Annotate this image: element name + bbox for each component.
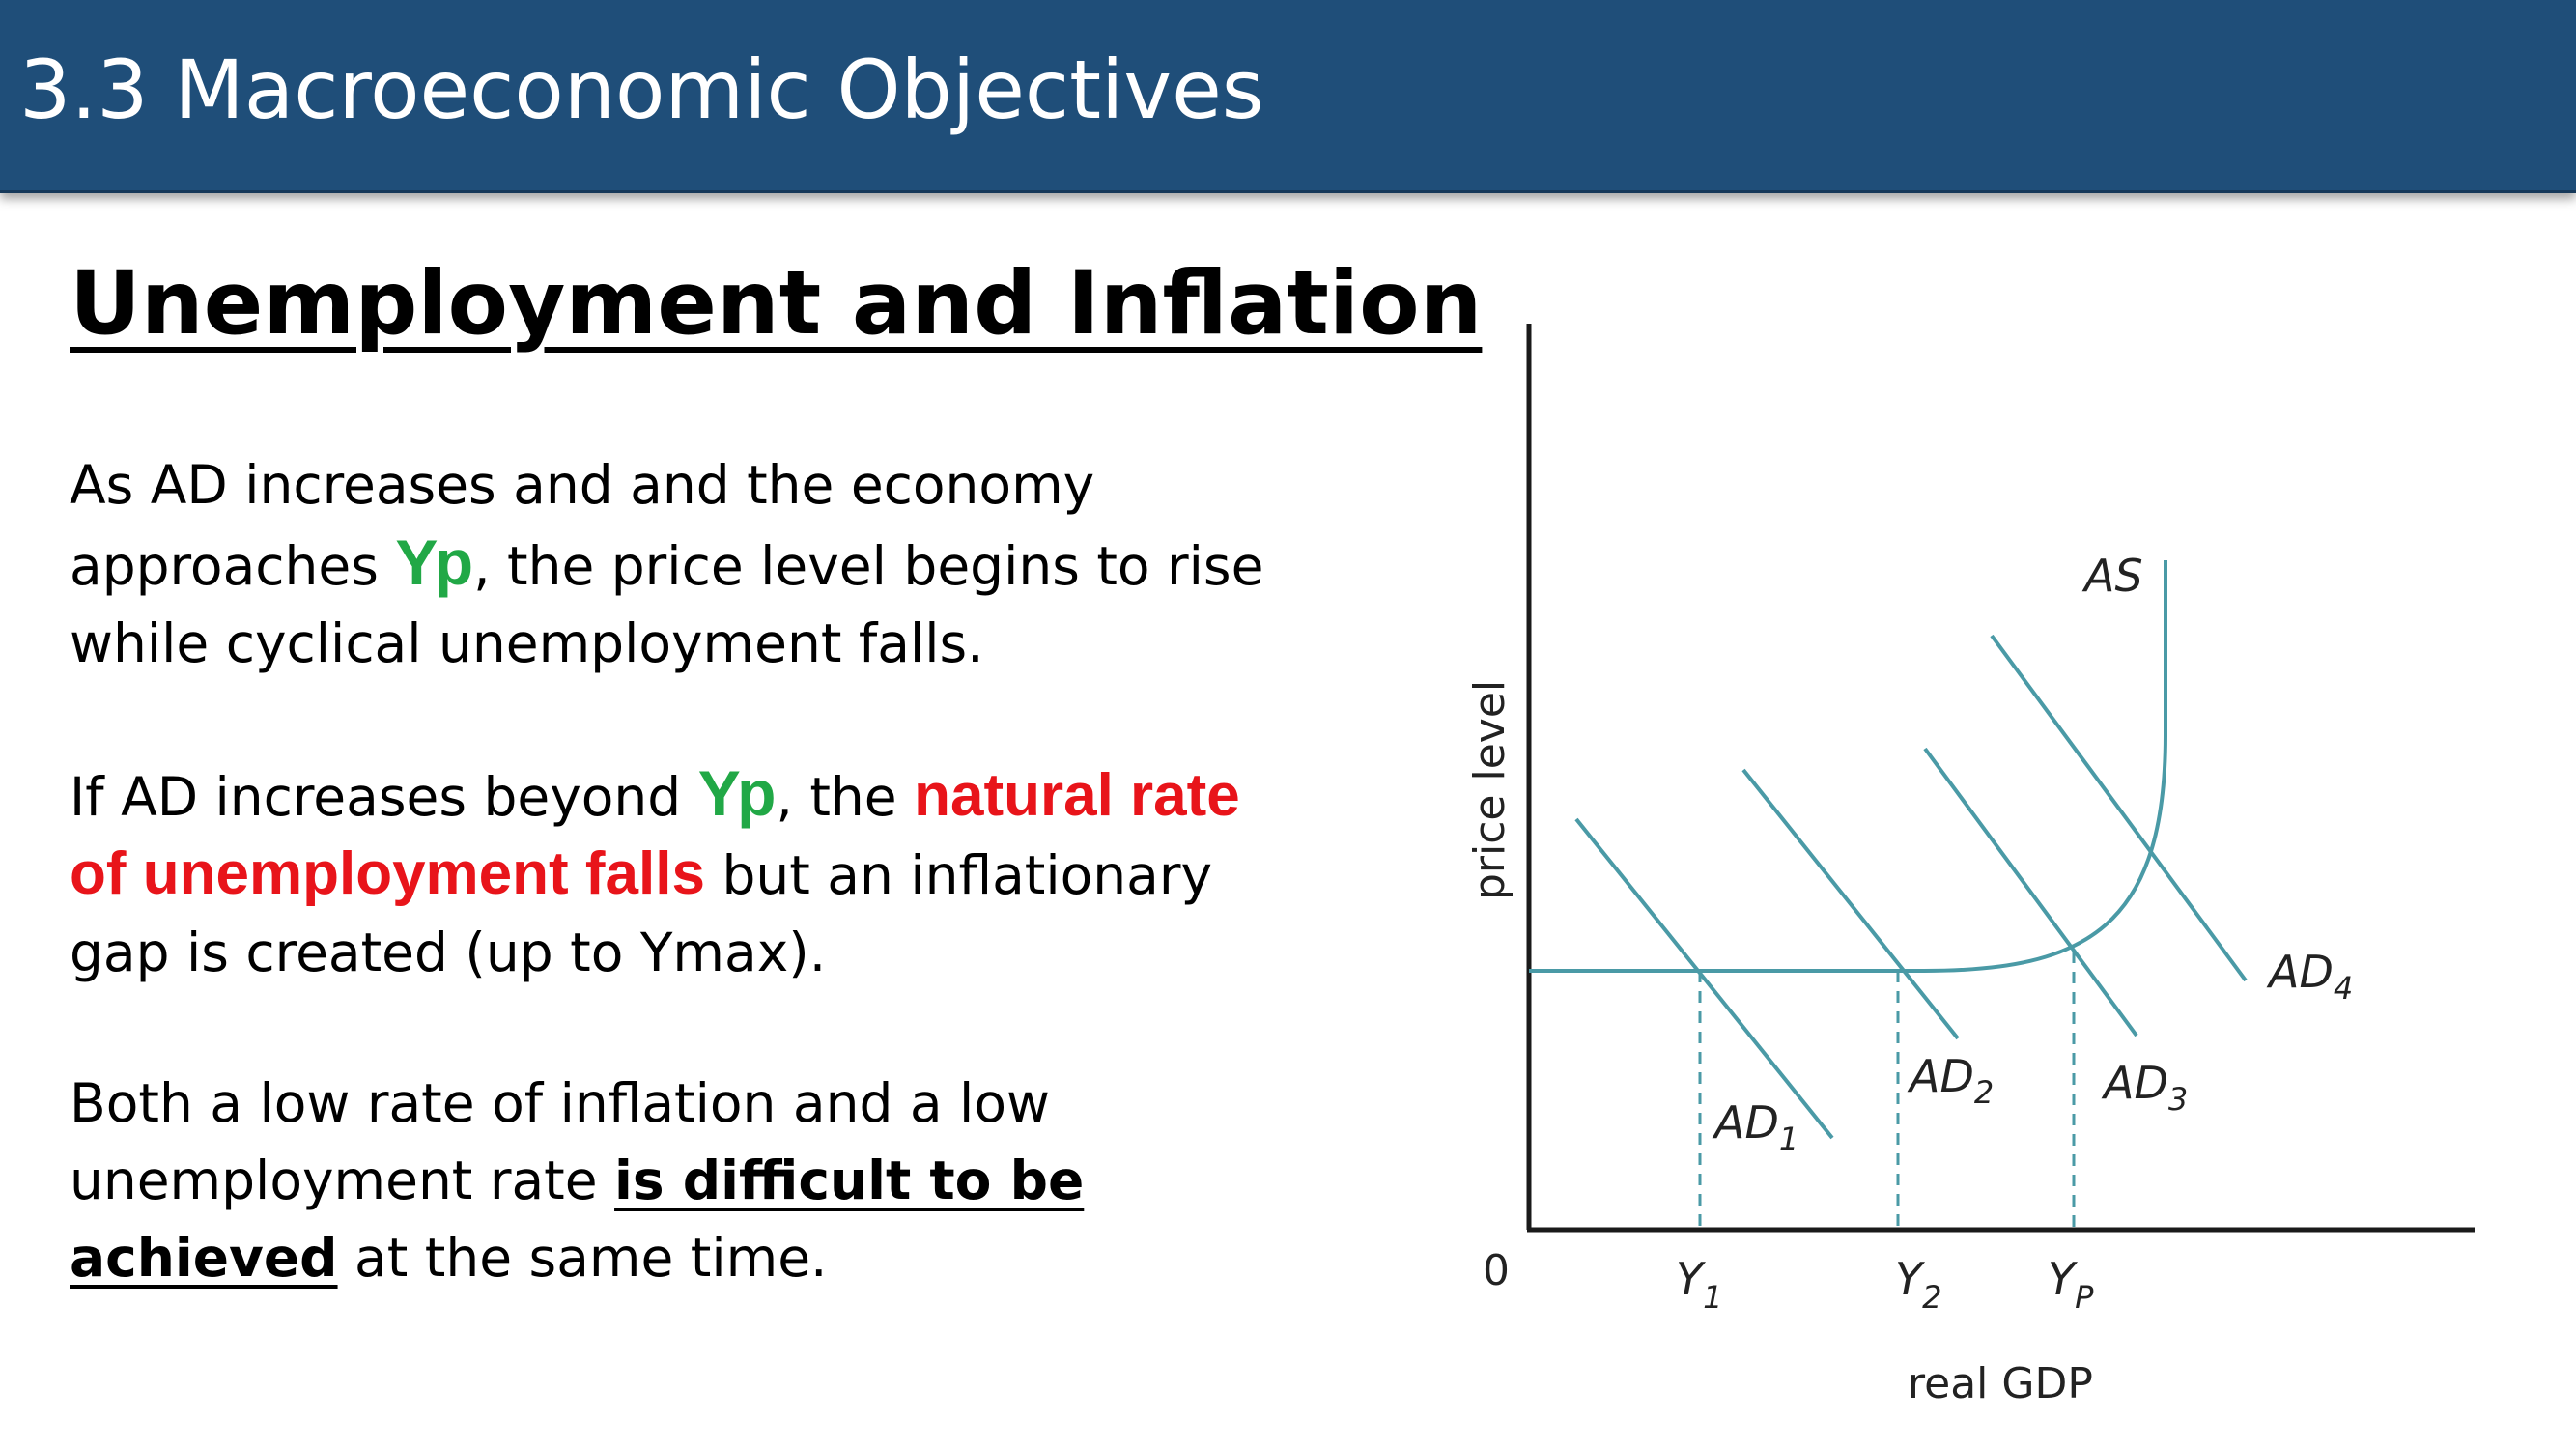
paragraph-3: Both a low rate of inflation and a low u… [70, 1065, 1084, 1296]
ad4-label-main: AD [2266, 946, 2334, 998]
y1-tick-main: Y [1676, 1253, 1707, 1305]
y2-tick-label: Y2 [1895, 1253, 1941, 1316]
yp-tick-sub: P [2075, 1279, 2094, 1316]
text-segment: approaches [70, 535, 396, 597]
paragraph-2: If AD increases beyond Yp, the natural r… [70, 754, 1240, 991]
section-title: Unemployment and Inflation [70, 253, 1483, 355]
text-segment: If AD increases beyond [70, 766, 698, 828]
ad4-label-sub: 4 [2334, 970, 2353, 1007]
as-curve [1529, 560, 2167, 973]
ad3-label: AD3 [2101, 1057, 2188, 1118]
text-segment: unemployment rate [70, 1150, 615, 1211]
text-segment: at the same time. [337, 1227, 828, 1289]
ad3-label-main: AD [2101, 1057, 2168, 1109]
ad1-label-main: AD [1712, 1096, 1779, 1149]
paragraph-1-line-1: As AD increases and and the economy [70, 454, 1095, 516]
difficult-emphasis: is difficult to be [614, 1150, 1085, 1211]
y2-tick-sub: 2 [1922, 1279, 1941, 1316]
paragraph-1-line-2: approaches Yp, the price level begins to… [70, 524, 1263, 605]
ad1-label-sub: 1 [1779, 1121, 1798, 1157]
paragraph-1-line-3: while cyclical unemployment falls. [70, 612, 984, 674]
y1-tick-label: Y1 [1676, 1253, 1722, 1316]
ad4-curve [1990, 634, 2248, 982]
ad1-label: AD1 [1712, 1096, 1798, 1157]
ad3-curve [1923, 747, 2138, 1037]
paragraph-3-line-3: achieved at the same time. [70, 1219, 1084, 1296]
ad3-label-sub: 3 [2168, 1081, 2188, 1118]
ad2-label-sub: 2 [1974, 1074, 1994, 1111]
ad4-label: AD4 [2266, 946, 2353, 1007]
paragraph-2-line-3: gap is created (up to Ymax). [70, 922, 827, 983]
as-label: AS [2081, 550, 2143, 602]
paragraph-3-line-1: Both a low rate of inflation and a low [70, 1072, 1050, 1134]
header-bar: 3.3 Macroeconomic Objectives [0, 0, 2576, 193]
yp-tick-label: YP [2048, 1253, 2094, 1316]
origin-label: 0 [1483, 1246, 1510, 1295]
slide-title: 3.3 Macroeconomic Objectives [19, 43, 1264, 137]
ad2-label: AD2 [1907, 1050, 1994, 1111]
y1-tick-sub: 1 [1703, 1279, 1722, 1316]
yp-highlight: Yp [395, 526, 474, 598]
ad2-curve [1741, 768, 1960, 1040]
ad1-curve [1574, 817, 1834, 1140]
yp-tick-main: Y [2048, 1253, 2079, 1305]
paragraph-2-line-1: If AD increases beyond Yp, the natural r… [70, 754, 1240, 836]
x-axis-label: real GDP [1908, 1359, 2093, 1408]
natural-rate-highlight: natural rate [914, 762, 1240, 829]
unemployment-falls-highlight: of unemployment falls [70, 840, 705, 907]
paragraph-2-line-2: of unemployment falls but an inflationar… [70, 836, 1240, 914]
paragraph-3-line-2: unemployment rate is difficult to be [70, 1142, 1084, 1219]
y-axis-label: price level [1465, 680, 1514, 900]
ad2-label-main: AD [1907, 1050, 1974, 1102]
paragraph-1: As AD increases and and the economy appr… [70, 446, 1263, 682]
text-segment: but an inflationary [704, 844, 1213, 906]
text-segment: , the [776, 766, 915, 828]
achieved-emphasis: achieved [70, 1227, 338, 1289]
y2-tick-main: Y [1895, 1253, 1926, 1305]
yp-highlight: Yp [697, 757, 777, 829]
text-segment: , the price level begins to rise [473, 535, 1264, 597]
